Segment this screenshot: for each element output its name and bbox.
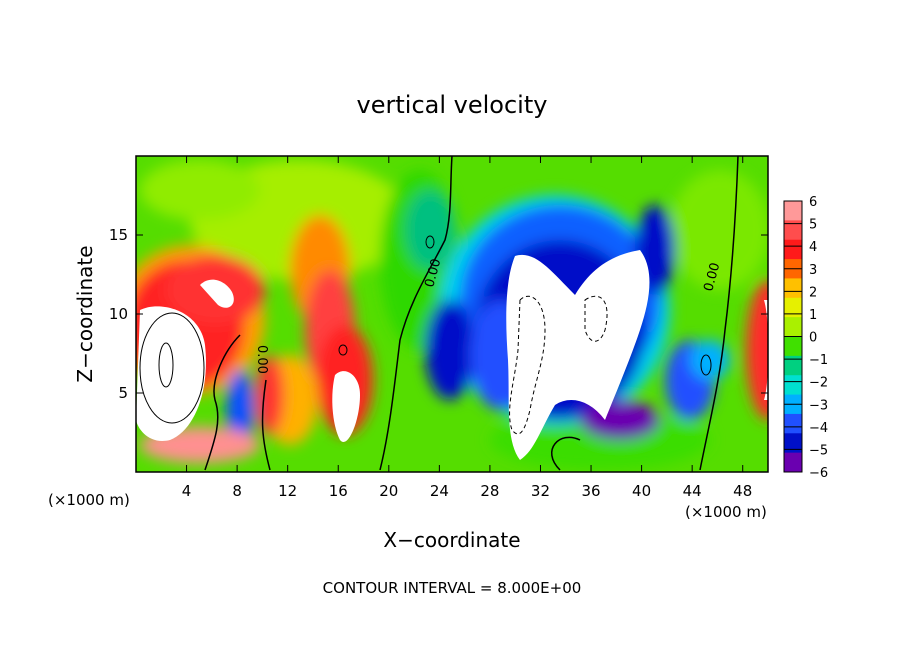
- x-tick-label: 44: [683, 482, 702, 500]
- colorbar: 6 5 4 3 2 1 0 −1 −2 −3 −4 −5 −6: [783, 195, 828, 481]
- colorbar-tick-label: 0: [809, 331, 817, 346]
- colorbar-swatch: [784, 355, 802, 376]
- colorbar-tick-label: −3: [809, 398, 828, 413]
- colorbar-swatch: [784, 433, 802, 454]
- x-tick-label: 40: [632, 482, 651, 500]
- contour-label: 0.00: [701, 261, 723, 293]
- x-tick-label: 4: [182, 482, 192, 500]
- colorbar-tick-label: 1: [809, 308, 817, 323]
- y-tick-label: 15: [109, 226, 128, 244]
- colorbar-tick-label: −2: [809, 376, 828, 391]
- colorbar-tick-label: 4: [809, 240, 817, 255]
- chart-title: vertical velocity: [357, 91, 548, 119]
- y-tick-label: 10: [109, 305, 128, 323]
- x-tick-label: 36: [581, 482, 600, 500]
- colorbar-tick-label: −5: [809, 443, 828, 458]
- x-unit-right: (×1000 m): [685, 503, 767, 521]
- contour-label: 0.00: [254, 345, 269, 374]
- colorbar-tick-label: 2: [809, 285, 817, 300]
- colorbar-swatch: [784, 452, 802, 473]
- contour-interval-note: CONTOUR INTERVAL = 8.000E+00: [323, 579, 582, 597]
- x-tick-label: 24: [430, 482, 449, 500]
- colorbar-swatch: [784, 297, 802, 318]
- x-tick-label: 48: [733, 482, 752, 500]
- x-axis-label: X−coordinate: [383, 528, 520, 552]
- x-tick-label: 8: [232, 482, 242, 500]
- colorbar-swatch: [784, 201, 802, 221]
- x-tick-label: 12: [278, 482, 297, 500]
- colorbar-swatch: [784, 239, 802, 260]
- x-tick-label: 16: [329, 482, 348, 500]
- colorbar-tick-label: −1: [809, 353, 828, 368]
- colorbar-swatch: [784, 336, 802, 357]
- colorbar-tick-label: −4: [809, 421, 828, 436]
- colorbar-swatch: [784, 375, 802, 396]
- contour-label: 0.00: [422, 257, 444, 289]
- colorbar-tick-label: 5: [809, 218, 817, 233]
- x-tick-label: 20: [379, 482, 398, 500]
- colorbar-swatch: [784, 317, 802, 337]
- x-tick-label: 28: [480, 482, 499, 500]
- x-unit-left: (×1000 m): [48, 491, 130, 509]
- colorbar-tick-label: 3: [809, 263, 817, 278]
- y-axis-label: Z−coordinate: [73, 245, 97, 382]
- colorbar-tick-label: −6: [809, 466, 828, 481]
- colorbar-swatch: [784, 220, 802, 241]
- colorbar-swatch: [784, 278, 802, 299]
- y-axis: 5 10 15: [109, 226, 768, 402]
- colorbar-swatch: [784, 413, 802, 434]
- heatmap-field: [136, 156, 768, 472]
- x-axis: 4 8 12 16 20 24 28 32 36 40 44 48: [182, 156, 752, 500]
- colorbar-tick-label: 6: [809, 195, 817, 210]
- x-tick-label: 32: [531, 482, 550, 500]
- y-tick-label: 5: [118, 384, 128, 402]
